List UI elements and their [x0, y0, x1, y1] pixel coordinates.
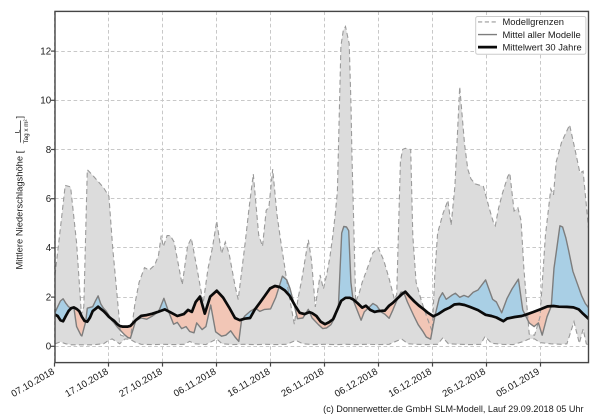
svg-text:4: 4: [46, 243, 52, 254]
svg-text:6: 6: [46, 194, 52, 205]
svg-text:Mittelwert 30 Jahre: Mittelwert 30 Jahre: [503, 41, 582, 52]
svg-text:0: 0: [46, 342, 52, 353]
svg-text:8: 8: [46, 145, 52, 156]
svg-text:(c) Donnerwetter.de GmbH SLM-M: (c) Donnerwetter.de GmbH SLM-Modell, Lau…: [323, 404, 583, 414]
svg-text:Tag x m²: Tag x m²: [23, 119, 30, 143]
svg-text:Mittlere Niederschlagshöhe [: Mittlere Niederschlagshöhe [: [13, 150, 24, 269]
svg-text:L: L: [14, 129, 21, 133]
svg-text:Mittel aller Modelle: Mittel aller Modelle: [503, 29, 581, 40]
svg-text:]: ]: [13, 116, 24, 119]
svg-text:Modellgrenzen: Modellgrenzen: [503, 16, 565, 27]
svg-text:2: 2: [46, 292, 51, 303]
svg-text:10: 10: [40, 96, 51, 107]
svg-text:12: 12: [40, 46, 51, 57]
